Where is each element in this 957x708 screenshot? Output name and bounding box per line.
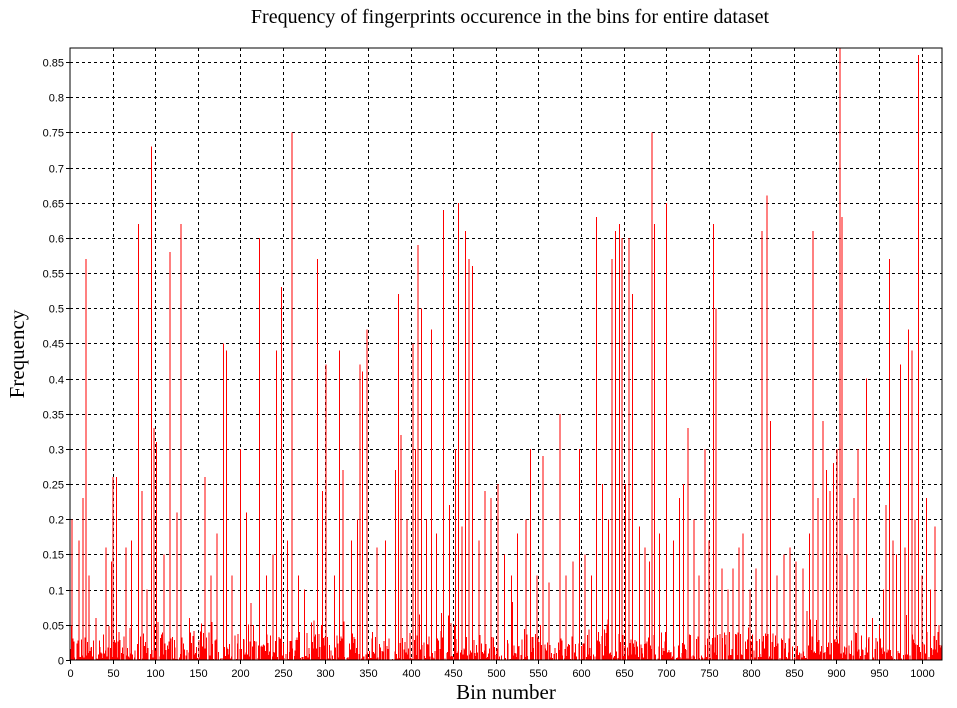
x-tick-label: 450 (444, 668, 462, 680)
x-tick-label: 650 (615, 668, 633, 680)
x-tick-label: 600 (572, 668, 590, 680)
y-tick-label: 0.4 (49, 375, 64, 387)
x-tick-label: 150 (189, 668, 207, 680)
axis-ticks (66, 62, 923, 664)
y-axis-tick-labels: 0 0.05 0.1 0.15 0.2 0.25 0.3 0.35 0.4 0.45 0.5 0.55… (43, 58, 64, 668)
y-tick-label: 0.6 (49, 234, 64, 246)
x-tick-label: 300 (316, 668, 334, 680)
x-tick-label: 0 (67, 668, 73, 680)
chart-title: Frequency of fingerprints occurence in t… (251, 6, 770, 28)
y-tick-label: 0.65 (43, 199, 64, 211)
x-tick-label: 500 (487, 668, 505, 680)
x-tick-label: 800 (742, 668, 760, 680)
y-tick-label: 0.25 (43, 480, 64, 492)
x-tick-label: 350 (359, 668, 377, 680)
x-tick-label: 1000 (910, 668, 934, 680)
y-axis-title: Frequency (5, 309, 29, 398)
x-tick-label: 700 (657, 668, 675, 680)
x-tick-label: 50 (107, 668, 119, 680)
x-axis-title: Bin number (456, 680, 556, 704)
x-tick-label: 100 (146, 668, 164, 680)
x-tick-label: 750 (700, 668, 718, 680)
x-tick-label: 850 (785, 668, 803, 680)
y-tick-label: 0.85 (43, 58, 64, 70)
x-tick-label: 400 (402, 668, 420, 680)
gridlines (70, 48, 942, 660)
data-bars (69, 48, 943, 660)
x-tick-label: 950 (870, 668, 888, 680)
y-tick-label: 0.75 (43, 128, 64, 140)
y-tick-label: 0.55 (43, 269, 64, 281)
x-tick-label: 900 (827, 668, 845, 680)
y-tick-label: 0.7 (49, 164, 64, 176)
x-axis-tick-labels: 0 50 100 150 200 250 300 350 400 450 500 550 600 650 7… (67, 668, 934, 680)
y-tick-label: 0.3 (49, 445, 64, 457)
y-tick-label: 0.5 (49, 304, 64, 316)
y-tick-label: 0.45 (43, 339, 64, 351)
x-tick-label: 550 (529, 668, 547, 680)
y-tick-label: 0.05 (43, 621, 64, 633)
y-tick-label: 0.15 (43, 550, 64, 562)
plot-frame (69, 47, 943, 661)
y-tick-label: 0.1 (49, 586, 64, 598)
x-tick-label: 200 (231, 668, 249, 680)
y-tick-label: 0.35 (43, 410, 64, 422)
y-tick-label: 0 (58, 656, 64, 668)
x-tick-label: 250 (274, 668, 292, 680)
y-tick-label: 0.8 (49, 93, 64, 105)
y-tick-label: 0.2 (49, 515, 64, 527)
